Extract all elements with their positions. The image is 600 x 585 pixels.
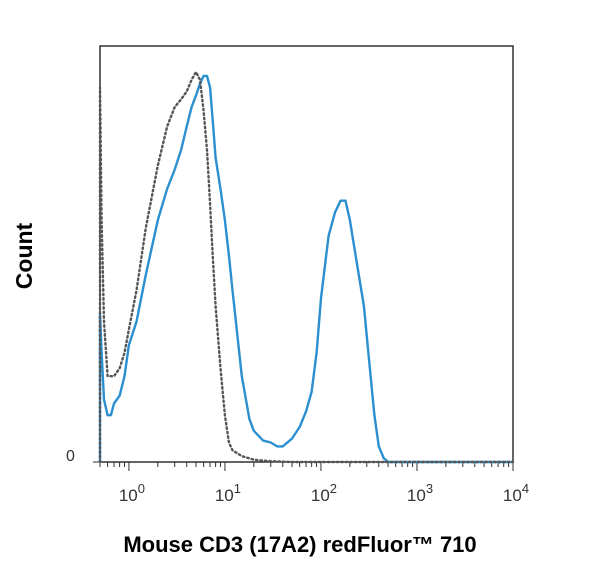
y-axis-tick-label-0: 0 (66, 448, 75, 465)
x-axis-tick-labels: 100 101 102 103 104 (119, 481, 529, 505)
x-axis-tick-label-4: 104 (503, 481, 529, 505)
series-line-solid (98, 74, 515, 464)
x-axis-tick-label-1: 101 (215, 481, 241, 505)
series-line-dotted (98, 70, 515, 464)
plot-frame (99, 45, 514, 463)
y-axis-title: Count (11, 222, 37, 289)
x-axis-tick-label-0: 100 (119, 481, 145, 505)
x-axis-tick-label-2: 102 (311, 481, 337, 505)
x-axis-tick-label-3: 103 (407, 481, 433, 505)
series-layer (98, 70, 515, 464)
axis-ticks (93, 461, 514, 471)
x-axis-title: Mouse CD3 (17A2) redFluor™ 710 (123, 532, 476, 557)
